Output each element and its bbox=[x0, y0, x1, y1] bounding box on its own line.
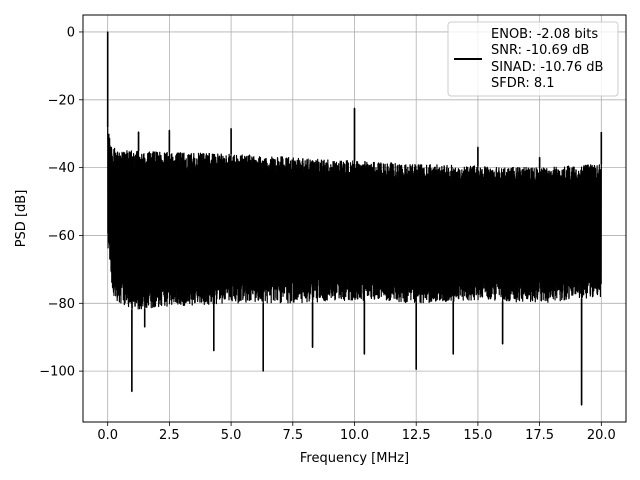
x-tick-label: 5.0 bbox=[221, 428, 242, 443]
y-tick-label: −20 bbox=[48, 93, 75, 108]
x-tick-label: 10.0 bbox=[340, 428, 369, 443]
axes-frame bbox=[82, 14, 627, 423]
x-tick-label: 12.5 bbox=[402, 428, 431, 443]
x-tick-label: 2.5 bbox=[159, 428, 180, 443]
y-tick-label: 0 bbox=[67, 25, 75, 40]
legend-entry-sinad: SINAD: -10.76 dB bbox=[491, 60, 603, 75]
legend-entry-enob: ENOB: -2.08 bits bbox=[491, 27, 598, 42]
legend-entry-snr: SNR: -10.69 dB bbox=[491, 43, 589, 58]
x-tick-label: 0.0 bbox=[97, 428, 118, 443]
axis-ticks: 0.0 2.5 5.0 7.5 10.0 12.5 15.0 17.5 20.0 0 −20 −40 −… bbox=[39, 25, 616, 443]
y-axis-label: PSD [dB] bbox=[14, 190, 29, 248]
x-tick-label: 17.5 bbox=[525, 428, 554, 443]
plot-area bbox=[106, 31, 603, 406]
x-axis-label: Frequency [MHz] bbox=[300, 451, 409, 466]
legend-box bbox=[447, 21, 619, 97]
legend-entry-sfdr: SFDR: 8.1 bbox=[491, 76, 555, 91]
y-tick-label: −80 bbox=[48, 297, 75, 312]
x-tick-label: 7.5 bbox=[282, 428, 303, 443]
y-tick-label: −100 bbox=[39, 365, 75, 380]
y-tick-label: −40 bbox=[48, 161, 75, 176]
x-tick-label: 20.0 bbox=[587, 428, 616, 443]
x-tick-label: 15.0 bbox=[463, 428, 492, 443]
psd-series bbox=[106, 31, 603, 406]
y-tick-label: −60 bbox=[48, 229, 75, 244]
legend: ENOB: -2.08 bits SNR: -10.69 dB SINAD: -… bbox=[447, 21, 619, 97]
psd-trace bbox=[107, 31, 602, 406]
